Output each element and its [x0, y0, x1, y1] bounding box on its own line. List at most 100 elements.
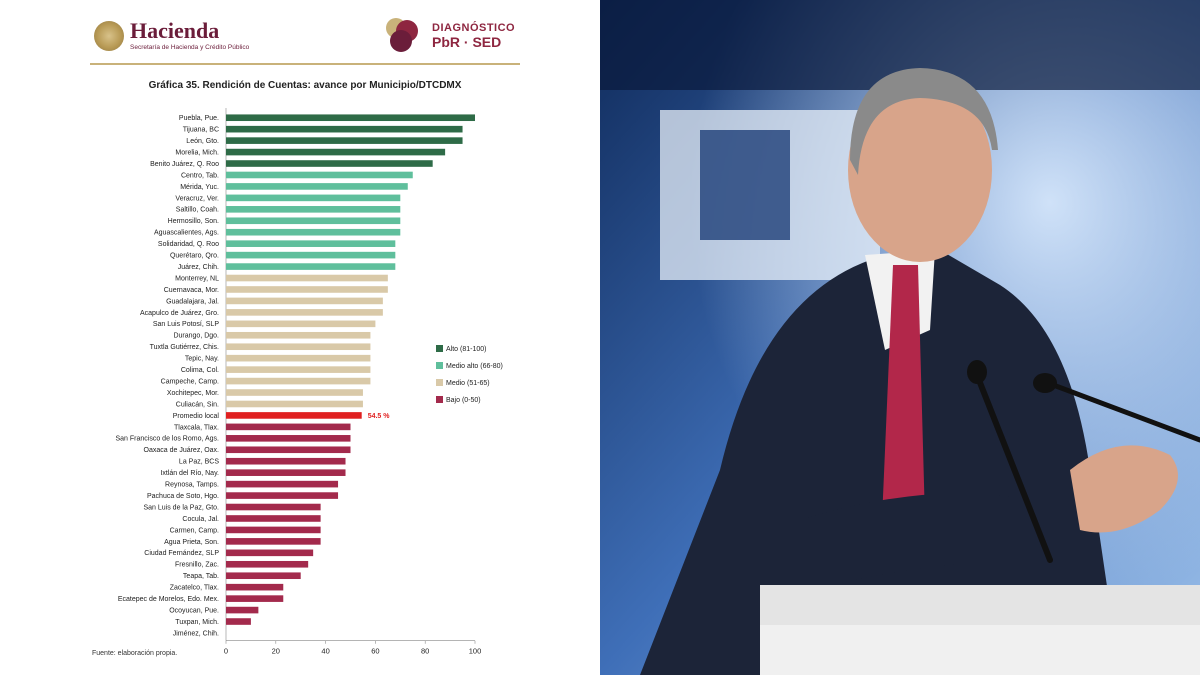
bar-label: Cuernavaca, Mor. [164, 287, 219, 294]
bar-label: Monterrey, NL [175, 275, 219, 282]
seal-icon [94, 20, 124, 51]
bar [226, 595, 284, 602]
bar [226, 137, 463, 144]
speaker-photo [600, 0, 1200, 675]
bar [226, 228, 401, 236]
speaker-illustration [600, 0, 1200, 675]
bar [226, 526, 321, 534]
bar [226, 251, 396, 259]
bar-label: Durango, Dgo. [173, 333, 219, 340]
bar-label: Reynosa, Tamps. [165, 482, 219, 489]
bar [226, 194, 401, 202]
bar-label: Benito Juárez, Q. Roo [150, 161, 219, 168]
hacienda-logo: Hacienda Secretaría de Hacienda y Crédit… [94, 20, 249, 51]
bar [226, 480, 339, 488]
bar [226, 114, 475, 122]
bar [226, 503, 321, 511]
bar [226, 309, 383, 316]
bar [226, 148, 446, 156]
legend-label: Medio (51-65) [446, 380, 490, 387]
brand-name: Hacienda [130, 18, 220, 43]
document-page: Hacienda Secretaría de Hacienda y Crédit… [90, 18, 520, 657]
bar [226, 618, 251, 625]
source-note: Fuente: elaboración propia. [92, 650, 178, 657]
legend-label: Medio alto (66-80) [446, 363, 503, 370]
bar-label: La Paz, BCS [179, 459, 219, 466]
microphone-left [972, 367, 1053, 563]
bar-label: Tuxpan, Mich. [175, 619, 219, 626]
bar [226, 435, 351, 442]
bar [226, 560, 309, 568]
bar [226, 217, 401, 225]
bar-label: Acapulco de Juárez, Gro. [140, 310, 219, 317]
bar [226, 354, 371, 362]
x-tick-label: 20 [272, 647, 280, 656]
brand-text: Hacienda Secretaría de Hacienda y Crédit… [130, 18, 249, 52]
bar [226, 389, 363, 396]
diagnostico-line2: PbR · SED [432, 34, 502, 50]
bar-label: Cocula, Jal. [182, 516, 219, 523]
bar [226, 286, 388, 293]
bar-label: Centro, Tab. [181, 172, 219, 179]
bar-label: Xochitepec, Mor. [167, 390, 219, 397]
bar [226, 366, 371, 373]
legend-swatch [436, 362, 443, 369]
bar-label: Jiménez, Chih. [173, 630, 219, 637]
bar-label: Campeche, Camp. [161, 378, 219, 385]
bar [226, 183, 408, 190]
bar-chart: Puebla, Pue. Tijuana, BC León, Gto. Morelia… [116, 108, 503, 656]
bar-label: Aguascalientes, Ags. [154, 230, 219, 237]
bar [226, 377, 371, 385]
bar [226, 549, 314, 557]
bar [226, 457, 346, 465]
bar-label: Juárez, Chih. [178, 264, 219, 271]
bar-label: Saltillo, Coah. [176, 207, 219, 214]
bar-label: Puebla, Pue. [179, 115, 219, 122]
bar-label: San Luis de la Paz, Gto. [144, 504, 220, 511]
bar-label: Tijuana, BC [183, 127, 219, 134]
bar-label: Querétaro, Qro. [170, 253, 219, 260]
bar-label: Fresnillo, Zac. [175, 562, 219, 569]
bar-label: Ecatepec de Morelos, Edo. Mex. [118, 596, 219, 603]
bar-label: Veracruz, Ver. [175, 195, 219, 202]
bar [226, 469, 346, 476]
x-tick-label: 80 [421, 647, 429, 656]
legend-swatch [436, 379, 443, 386]
diagnostico-text: DIAGNÓSTICO PbR · SED [432, 22, 515, 50]
legend-label: Bajo (0-50) [446, 397, 481, 404]
x-tick-label: 100 [469, 647, 482, 656]
bar [226, 412, 362, 419]
bar [226, 515, 321, 522]
bar-label: Agua Prieta, Son. [164, 539, 219, 546]
legend-label: Alto (81-100) [446, 346, 486, 353]
bar-label: Hermosillo, Son. [168, 218, 219, 225]
bar-label: Ciudad Fernández, SLP [144, 550, 219, 557]
bar [226, 572, 301, 580]
bar [226, 538, 321, 545]
bar [226, 320, 376, 328]
bar [226, 240, 396, 247]
bar-label: Carmen, Camp. [170, 527, 219, 534]
data-label: 54.5 % [368, 413, 391, 420]
bar-label: Colima, Col. [181, 367, 219, 374]
bar-label: Culiacán, Sin. [176, 401, 219, 408]
bar-label: Zacatelco, Tlax. [170, 585, 219, 592]
bar-label: Solidaridad, Q. Roo [158, 241, 219, 248]
bar [226, 160, 433, 167]
bar-label: León, Gto. [186, 138, 219, 145]
x-tick-label: 40 [321, 647, 329, 656]
hand [1070, 445, 1178, 533]
legend-swatch [436, 396, 443, 403]
hair [850, 68, 998, 175]
chart-title: Gráfica 35. Rendición de Cuentas: avance… [148, 80, 462, 91]
face [848, 78, 992, 262]
circles-icon [386, 18, 424, 54]
bar [226, 263, 396, 270]
bar [226, 400, 363, 408]
bar-label: Tuxtla Gutiérrez, Chis. [150, 344, 219, 351]
bar [226, 171, 413, 179]
bar-label: San Luis Potosí, SLP [153, 321, 219, 328]
tie [882, 265, 925, 545]
bar-label: San Francisco de los Romo, Ags. [116, 436, 220, 443]
